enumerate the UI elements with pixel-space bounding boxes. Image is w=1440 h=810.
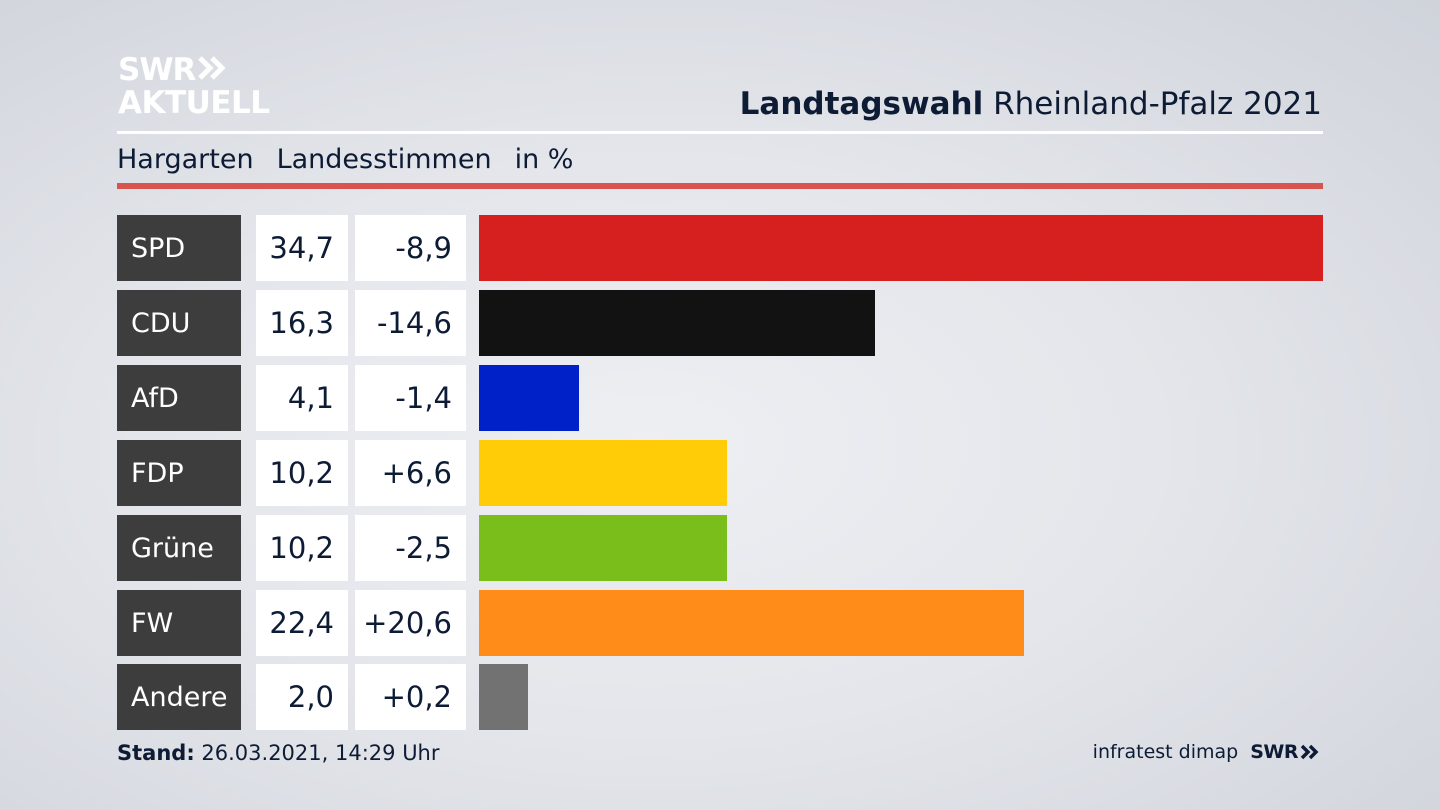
diff-label: +6,6 [355,440,466,506]
location-label: Hargarten [117,144,254,175]
diff-label: +0,2 [355,664,466,730]
value-label: 10,2 [256,515,348,581]
bar [479,215,1323,281]
title-bold: Landtagswahl [739,86,984,122]
value-label: 34,7 [256,215,348,281]
swr-aktuell-logo: SWR AKTUELL [118,54,270,119]
diff-label: -2,5 [355,515,466,581]
chart-row: Andere 2,0 +0,2 [117,664,1323,730]
bar [479,664,528,730]
double-chevron-icon [1300,744,1319,760]
vote-type-label: Landesstimmen [276,144,492,175]
chart-title: Landtagswahl Rheinland-Pfalz 2021 [740,86,1322,122]
unit-label: in % [514,144,574,175]
bar [479,365,579,431]
party-label: FDP [117,440,241,506]
stand-label: Stand: [117,741,195,765]
logo-swr: SWR [118,51,196,88]
chart-row: FDP 10,2 +6,6 [117,440,1323,506]
timestamp: Stand: 26.03.2021, 14:29 Uhr [117,741,440,765]
source-credit: infratest dimap SWR [1093,741,1322,763]
bar [479,440,727,506]
party-label: CDU [117,290,241,356]
bar [479,590,1024,656]
source-brand: SWR [1250,741,1298,763]
source-name: infratest dimap [1092,741,1239,763]
subtitle-divider [117,183,1323,189]
value-label: 10,2 [256,440,348,506]
logo-aktuell: AKTUELL [118,85,270,121]
party-label: AfD [117,365,241,431]
source-brand-logo: SWR [1250,741,1322,763]
stand-value: 26.03.2021, 14:29 Uhr [201,741,440,765]
title-divider [117,131,1323,134]
value-label: 22,4 [256,590,348,656]
chart-row: Grüne 10,2 -2,5 [117,515,1323,581]
bar [479,515,727,581]
diff-label: -1,4 [355,365,466,431]
party-label: SPD [117,215,241,281]
diff-label: -8,9 [355,215,466,281]
title-rest: Rheinland-Pfalz 2021 [993,86,1322,122]
party-label: FW [117,590,241,656]
value-label: 4,1 [256,365,348,431]
chart-row: FW 22,4 +20,6 [117,590,1323,656]
chart-row: AfD 4,1 -1,4 [117,365,1323,431]
double-chevron-icon [198,55,228,86]
chart-subtitle: Hargarten Landesstimmen in % [117,144,596,175]
chart-row: CDU 16,3 -14,6 [117,290,1323,356]
chart-row: SPD 34,7 -8,9 [117,215,1323,281]
value-label: 16,3 [256,290,348,356]
party-label: Andere [117,664,241,730]
diff-label: +20,6 [355,590,466,656]
bar [479,290,875,356]
diff-label: -14,6 [355,290,466,356]
value-label: 2,0 [256,664,348,730]
party-label: Grüne [117,515,241,581]
